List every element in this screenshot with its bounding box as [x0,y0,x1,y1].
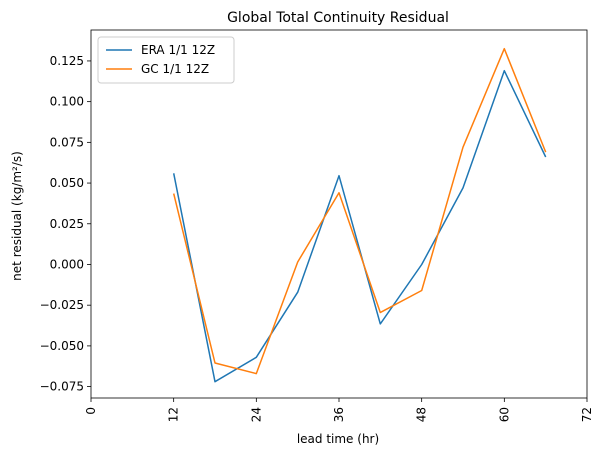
legend-label: GC 1/1 12Z [141,62,209,76]
y-tick-label: −0.075 [40,380,84,394]
legend-label: ERA 1/1 12Z [141,43,215,57]
x-tick-label: 24 [249,407,263,422]
y-tick-label: 0.100 [50,95,84,109]
y-tick-label: −0.050 [40,339,84,353]
x-axis-title: lead time (hr) [297,432,379,446]
y-tick-label: 0.075 [50,135,84,149]
y-tick-label: 0.050 [50,176,84,190]
series-lines [172,47,547,383]
y-tick-label: 0.025 [50,217,84,231]
y-axis-title: net residual (kg/m²/s) [10,151,24,281]
x-tick-label: 36 [332,407,346,422]
chart-title: Global Total Continuity Residual [227,10,449,26]
x-tick-label: 72 [580,407,594,422]
x-tick-label: 60 [497,407,511,422]
y-axis: −0.075 −0.050 −0.025 0.000 0.025 0.050 0.075 0.… [40,54,91,394]
x-tick-label: 0 [84,407,98,415]
series-line-2 [172,47,547,375]
y-tick-label: −0.025 [40,298,84,312]
y-tick-label: 0.000 [50,257,84,271]
x-tick-label: 12 [167,407,181,422]
x-tick-label: 48 [415,407,429,422]
series-line-1 [172,69,547,383]
legend: ERA 1/1 12Z GC 1/1 12Z [97,36,235,84]
y-tick-label: 0.125 [50,54,84,68]
legend-box [97,36,235,84]
x-axis: 0 12 24 36 48 60 72 [84,398,594,422]
